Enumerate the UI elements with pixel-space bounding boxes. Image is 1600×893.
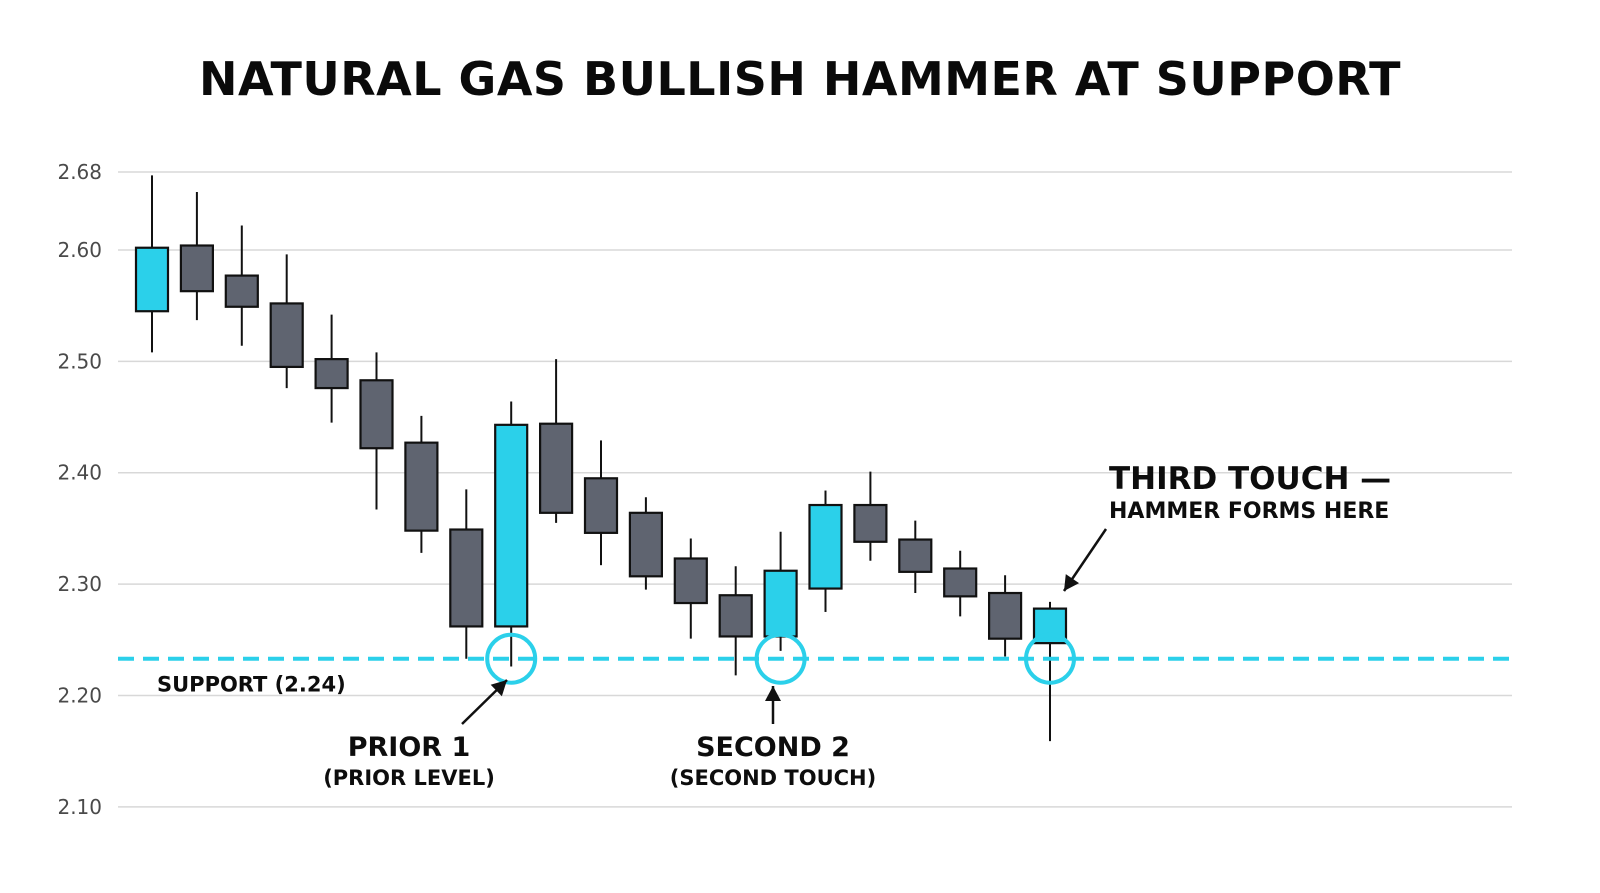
candle-body	[179, 244, 214, 293]
y-tick-label: 2.10	[57, 795, 102, 819]
y-tick-label: 2.68	[57, 160, 102, 184]
bullish-candle	[134, 175, 170, 353]
candle-body	[134, 246, 170, 313]
bearish-candle	[943, 550, 978, 617]
candle-body	[987, 591, 1023, 640]
y-tick-label: 2.40	[57, 461, 102, 485]
bearish-candle	[583, 440, 619, 566]
support-label: SUPPORT (2.24)	[157, 673, 346, 697]
bullish-candle	[1032, 601, 1068, 742]
bearish-candle	[898, 520, 933, 594]
bearish-candle	[269, 254, 304, 389]
bullish-candle	[494, 401, 529, 667]
bearish-candle	[359, 352, 394, 510]
arrow-head	[765, 686, 781, 701]
bearish-candle	[404, 415, 439, 553]
touch-circle	[754, 632, 807, 685]
third-title: THIRD TOUCH —	[1109, 461, 1391, 497]
y-tick-label: 2.30	[57, 572, 102, 596]
prior-arrow	[461, 679, 508, 725]
grid-lines	[118, 171, 1512, 808]
bearish-candle	[224, 225, 259, 346]
prior-title: PRIOR 1	[348, 732, 471, 763]
candle-body	[494, 423, 529, 628]
candle-body	[449, 528, 484, 628]
chart-title: NATURAL GAS BULLISH HAMMER AT SUPPORT	[198, 52, 1402, 106]
bearish-candle	[314, 314, 349, 423]
touch-circles	[485, 632, 1076, 685]
candle-body	[853, 503, 888, 543]
second-title: SECOND 2	[696, 732, 850, 763]
third-subtitle: HAMMER FORMS HERE	[1109, 499, 1389, 524]
candle-body	[224, 274, 259, 308]
y-tick-label: 2.50	[57, 349, 102, 373]
second-arrow	[765, 686, 781, 724]
candle-body	[808, 503, 843, 590]
candle-body	[359, 379, 394, 450]
candle-body	[404, 441, 439, 532]
arrow-head	[1064, 574, 1080, 591]
y-axis-tick-labels: 2.68 2.60 2.50 2.40 2.30 2.20 2.10	[57, 160, 102, 819]
candle-body	[718, 594, 753, 638]
bullish-candle	[808, 490, 843, 612]
bearish-candle	[449, 489, 484, 659]
candle-body	[269, 302, 304, 369]
bearish-candle	[673, 538, 708, 639]
candle-body	[943, 567, 978, 598]
y-tick-label: 2.60	[57, 238, 102, 262]
candle-body	[628, 511, 664, 578]
arrow-head	[490, 680, 507, 697]
candle-body	[898, 538, 933, 573]
third-arrow	[1062, 528, 1108, 592]
candle-body	[673, 557, 708, 605]
bearish-candle	[987, 575, 1023, 657]
candle-body	[314, 358, 349, 390]
prior-subtitle: (PRIOR LEVEL)	[323, 766, 495, 790]
y-tick-label: 2.20	[57, 683, 102, 707]
second-subtitle: (SECOND TOUCH)	[670, 766, 876, 790]
candle-body	[538, 422, 574, 514]
bearish-candle	[853, 471, 888, 561]
annotations: SUPPORT (2.24) PRIOR 1 (PRIOR LEVEL) SECOND…	[157, 461, 1391, 790]
candle-body	[763, 569, 798, 638]
candle-body	[583, 477, 619, 534]
candles	[134, 175, 1068, 742]
bearish-candle	[718, 566, 753, 676]
bearish-candle	[538, 359, 574, 523]
bearish-candle	[628, 497, 664, 590]
bearish-candle	[179, 192, 214, 321]
touch-circle	[485, 632, 538, 685]
touch-circle	[1024, 632, 1076, 685]
